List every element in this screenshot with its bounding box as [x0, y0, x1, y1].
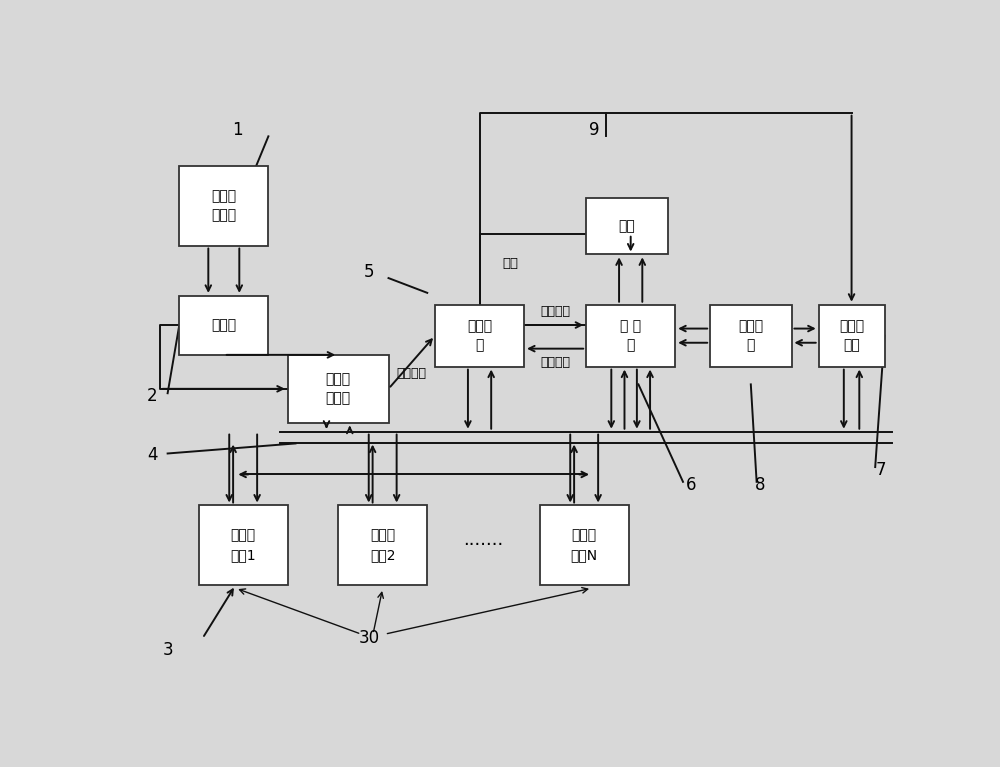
- Text: 交流电
网: 交流电 网: [738, 319, 763, 352]
- Text: 7: 7: [875, 461, 886, 479]
- Text: 30: 30: [359, 630, 380, 647]
- Text: 负载: 负载: [618, 219, 635, 233]
- Text: 8: 8: [755, 476, 766, 494]
- Text: 控制: 控制: [503, 257, 519, 270]
- Text: 2: 2: [147, 387, 157, 405]
- Text: 主控制
器: 主控制 器: [467, 319, 492, 352]
- Text: 锂电池
模组1: 锂电池 模组1: [230, 528, 256, 562]
- Bar: [435, 304, 524, 367]
- Text: 6: 6: [686, 476, 696, 494]
- Bar: [710, 304, 792, 367]
- Text: 太阳能
控制器: 太阳能 控制器: [326, 372, 351, 406]
- Bar: [819, 304, 885, 367]
- Text: 锂电池
模组N: 锂电池 模组N: [571, 528, 598, 562]
- Text: 逆 变
器: 逆 变 器: [620, 319, 641, 352]
- Text: 锂电池
模组2: 锂电池 模组2: [370, 528, 395, 562]
- Bar: [179, 296, 268, 355]
- Text: 汇流箱: 汇流箱: [211, 318, 236, 332]
- Text: 3: 3: [162, 641, 173, 659]
- Bar: [199, 505, 288, 585]
- Text: 串行通讯: 串行通讯: [397, 367, 427, 380]
- Text: 4: 4: [147, 446, 157, 464]
- Text: 太阳能
电池板: 太阳能 电池板: [211, 189, 236, 222]
- Bar: [288, 355, 388, 423]
- Text: 1: 1: [232, 121, 243, 140]
- Text: 串行通讯: 串行通讯: [540, 305, 570, 318]
- Text: 市电充
电器: 市电充 电器: [839, 319, 864, 352]
- Text: 串行通讯: 串行通讯: [540, 356, 570, 369]
- Text: 5: 5: [364, 263, 374, 281]
- Bar: [586, 199, 668, 255]
- Bar: [586, 304, 675, 367]
- Bar: [540, 505, 629, 585]
- Bar: [179, 166, 268, 245]
- Text: 9: 9: [589, 121, 599, 140]
- Bar: [338, 505, 427, 585]
- Text: ·······: ·······: [463, 536, 504, 555]
